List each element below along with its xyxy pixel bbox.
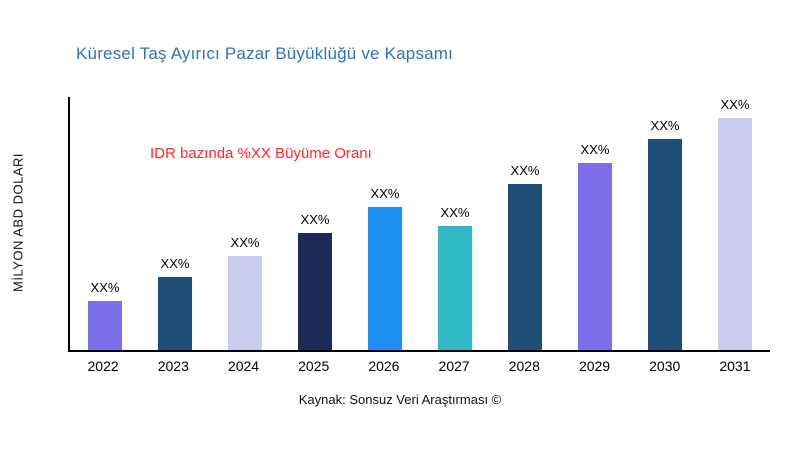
- chart-title: Küresel Taş Ayırıcı Pazar Büyüklüğü ve K…: [76, 44, 454, 63]
- bar-2029: [578, 162, 612, 350]
- bar-value-label: XX%: [510, 162, 540, 178]
- bar-2026: [368, 207, 402, 350]
- bar-value-label: XX%: [650, 118, 680, 134]
- x-tick-2024: 2024: [227, 358, 260, 374]
- bar-cell-2031: XX%: [700, 97, 770, 350]
- bar-cell-2022: XX%: [70, 97, 140, 350]
- bar-cell-2027: XX%: [420, 97, 490, 350]
- bar-cell-2026: XX%: [350, 97, 420, 350]
- bar-cell-2030: XX%: [630, 97, 700, 350]
- x-tick-2026: 2026: [368, 358, 400, 374]
- bar-2023: [158, 277, 192, 350]
- bar-2028: [508, 183, 542, 350]
- x-tick-2025: 2025: [298, 358, 330, 374]
- bar-2022: [88, 300, 122, 350]
- bar-2024: [228, 256, 262, 350]
- bar-value-label: XX%: [160, 256, 190, 272]
- bar-2031: [718, 118, 752, 350]
- y-axis-label: MİLYON ABD DOLARI: [10, 153, 26, 293]
- bar-value-label: XX%: [90, 279, 120, 295]
- bar-2030: [648, 139, 682, 350]
- bar-value-label: XX%: [580, 141, 610, 157]
- x-axis-tick-labels: 2022 2023 2024 2025 2026 2027 2028 2029 2030 2031: [68, 358, 770, 374]
- bar-cell-2029: XX%: [560, 97, 630, 350]
- bar-value-label: XX%: [370, 186, 400, 202]
- x-tick-2027: 2027: [438, 358, 470, 374]
- x-tick-2029: 2029: [578, 358, 611, 374]
- bar-value-label: XX%: [440, 204, 470, 220]
- x-tick-2030: 2030: [649, 358, 681, 374]
- bar-2027: [438, 225, 472, 350]
- bar-cell-2023: XX%: [140, 97, 210, 350]
- plot-area: IDR bazında %XX Büyüme Oranı XX% XX% XX% XX…: [68, 97, 770, 352]
- bar-value-label: XX%: [720, 97, 750, 112]
- growth-annotation: IDR bazında %XX Büyüme Oranı: [150, 145, 372, 162]
- x-tick-2022: 2022: [87, 358, 119, 374]
- bar-value-label: XX%: [300, 211, 330, 227]
- bar-cell-2024: XX%: [210, 97, 280, 350]
- source-caption: Kaynak: Sonsuz Veri Araştırması ©: [298, 392, 502, 407]
- x-tick-2031: 2031: [719, 358, 751, 374]
- bar-2025: [298, 232, 332, 350]
- bar-cell-2028: XX%: [490, 97, 560, 350]
- x-tick-2028: 2028: [508, 358, 540, 374]
- bars-row: XX% XX% XX% XX% XX% XX% XX% XX% XX% XX%: [70, 97, 770, 350]
- bar-value-label: XX%: [230, 235, 260, 251]
- bar-cell-2025: XX%: [280, 97, 350, 350]
- x-tick-2023: 2023: [157, 358, 189, 374]
